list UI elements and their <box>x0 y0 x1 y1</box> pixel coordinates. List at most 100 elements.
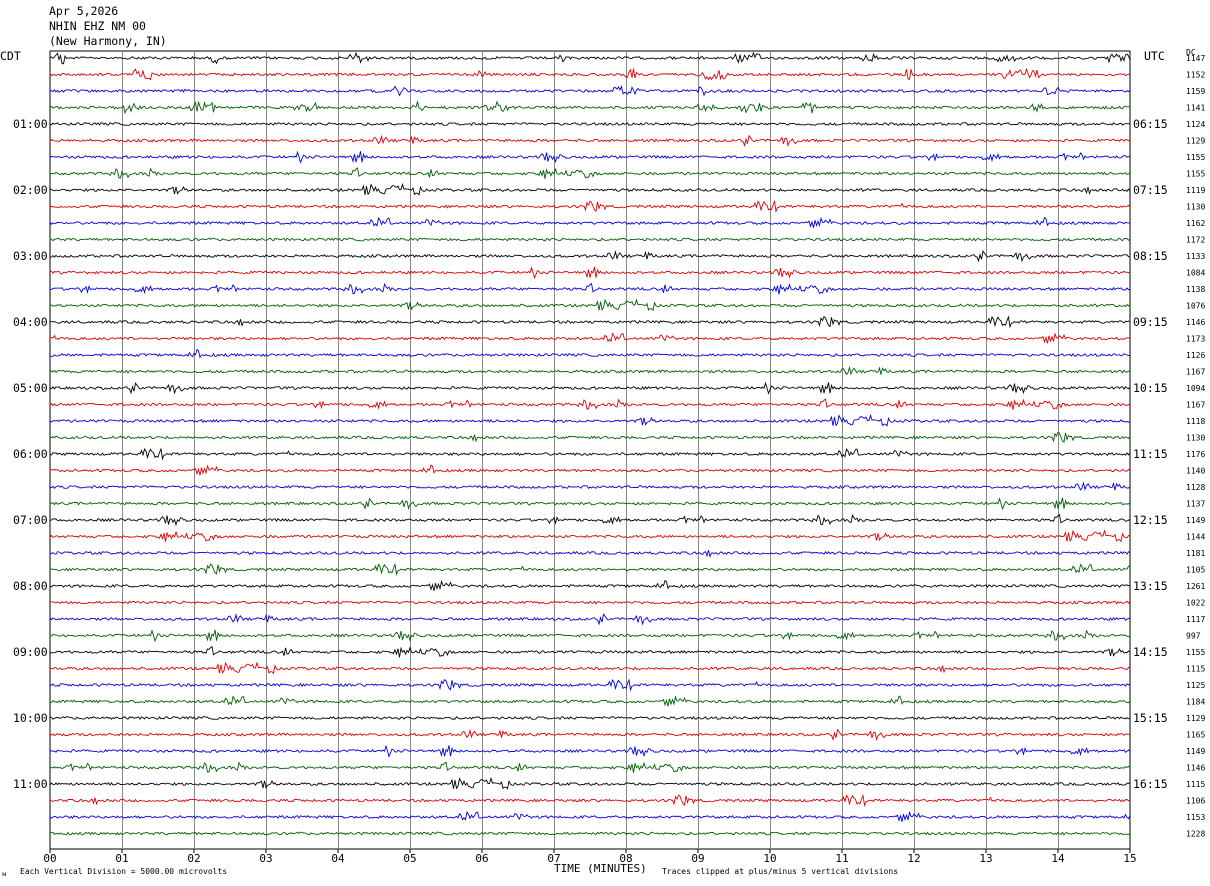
seismic-trace <box>49 613 1131 626</box>
dc-offset-value: 1155 <box>1186 153 1205 162</box>
left-hour-label: 06:00 <box>13 447 48 461</box>
left-hour-label: 05:00 <box>13 381 48 395</box>
seismic-trace <box>49 464 1131 476</box>
dc-offset-value: 1173 <box>1186 335 1205 344</box>
dc-offset-value: 1141 <box>1186 104 1205 113</box>
seismic-trace <box>49 413 1131 427</box>
x-axis-title: TIME (MINUTES) <box>554 862 647 875</box>
dc-offset-value: 1129 <box>1186 714 1205 723</box>
seismic-trace <box>49 199 1131 214</box>
seismic-trace <box>49 85 1131 97</box>
seismic-trace <box>49 51 1131 65</box>
x-tick-label: 01 <box>115 852 128 865</box>
seismic-trace <box>49 237 1131 242</box>
left-hour-label: 04:00 <box>13 315 48 329</box>
seismic-trace <box>49 134 1131 148</box>
x-tick-label: 00 <box>43 852 56 865</box>
seismic-trace <box>49 810 1131 822</box>
right-hour-label: 11:15 <box>1133 447 1168 461</box>
dc-offset-value: 1133 <box>1186 252 1205 261</box>
scale-note: Each Vertical Division = 5000.00 microvo… <box>20 867 228 876</box>
dc-offset-value: 1155 <box>1186 170 1205 179</box>
seismic-trace <box>49 645 1131 658</box>
seismic-trace <box>49 332 1131 344</box>
dc-offset-value: 1228 <box>1186 830 1205 839</box>
seismic-trace <box>49 744 1131 758</box>
x-tick-label: 03 <box>259 852 272 865</box>
left-hour-label: 11:00 <box>13 777 48 791</box>
dc-offset-value: 1159 <box>1186 87 1205 96</box>
right-hour-label: 08:15 <box>1133 249 1168 263</box>
plot-frame <box>49 50 1131 850</box>
dc-offset-value: 1119 <box>1186 186 1205 195</box>
left-hour-label: 01:00 <box>13 117 48 131</box>
right-hour-label: 07:15 <box>1133 183 1168 197</box>
dc-offset-value: 1162 <box>1186 219 1205 228</box>
right-hour-label: 14:15 <box>1133 645 1168 659</box>
right-hour-label: 15:15 <box>1133 711 1168 725</box>
seismic-trace <box>49 776 1131 790</box>
seismic-trace <box>49 513 1131 527</box>
seismic-trace <box>49 600 1131 605</box>
x-tick-label: 13 <box>979 852 992 865</box>
dc-offset-value: 1149 <box>1186 747 1205 756</box>
seismic-trace <box>49 216 1130 228</box>
seismic-trace <box>49 481 1131 491</box>
seismic-trace <box>49 100 1131 115</box>
seismic-trace <box>49 250 1130 263</box>
seismic-trace <box>49 629 1131 643</box>
seismic-trace <box>49 282 1131 295</box>
x-tick-label: 06 <box>475 852 488 865</box>
x-tick-label: 02 <box>187 852 200 865</box>
seismic-trace <box>49 497 1131 511</box>
dc-offset-value: 1149 <box>1186 516 1205 525</box>
x-tick-label: 08 <box>619 852 632 865</box>
dc-offset-value: 1118 <box>1186 417 1205 426</box>
clip-note: Traces clipped at plus/minus 5 vertical … <box>662 867 899 876</box>
seismic-trace <box>49 562 1131 577</box>
right-hour-label: 06:15 <box>1133 117 1168 131</box>
x-tick-label: 05 <box>403 852 416 865</box>
x-tick-label: 11 <box>835 852 848 865</box>
right-hour-label: 10:15 <box>1133 381 1168 395</box>
left-hour-label: 10:00 <box>13 711 48 725</box>
x-tick-label: 12 <box>907 852 920 865</box>
dc-offset-value: 1146 <box>1186 764 1205 773</box>
plot-date: Apr 5,2026 <box>49 4 119 18</box>
dc-offset-value: 1147 <box>1186 54 1205 63</box>
seismic-trace <box>49 529 1131 543</box>
left-hour-label: 07:00 <box>13 513 48 527</box>
left-timezone-label: CDT <box>0 49 21 63</box>
x-tick-label: 15 <box>1123 852 1136 865</box>
dc-offset-value: 1172 <box>1186 236 1205 245</box>
seismic-trace <box>49 793 1131 808</box>
dc-offset-value: 1184 <box>1186 698 1205 707</box>
dc-offset-value: 1094 <box>1186 384 1205 393</box>
dc-offset-value: 1137 <box>1186 500 1205 509</box>
seismic-trace <box>49 381 1131 395</box>
seismic-trace <box>49 716 1131 721</box>
x-tick-label: 10 <box>763 852 776 865</box>
dc-offset-value: 997 <box>1186 632 1201 641</box>
dc-offset-value: 1152 <box>1186 71 1205 80</box>
dc-offset-value: 1084 <box>1186 269 1205 278</box>
seismic-trace <box>49 315 1131 329</box>
seismic-trace <box>49 661 1131 675</box>
seismic-trace <box>49 761 1131 773</box>
seismic-trace <box>49 447 1131 461</box>
seismic-trace <box>49 550 1131 558</box>
dc-offset-value: 1167 <box>1186 401 1205 410</box>
seismic-trace <box>49 728 1131 742</box>
dc-offset-value: 1144 <box>1186 533 1205 542</box>
dc-offset-value: 1181 <box>1186 549 1205 558</box>
dc-offset-value: 1165 <box>1186 731 1205 740</box>
corner-mark: ᴍ <box>2 870 7 878</box>
dc-offset-value: 1126 <box>1186 351 1205 360</box>
dc-offset-value: 1153 <box>1186 813 1205 822</box>
x-tick-label: 09 <box>691 852 704 865</box>
dc-offset-value: 1124 <box>1186 120 1205 129</box>
dc-offset-value: 1022 <box>1186 599 1205 608</box>
dc-offset-value: 1176 <box>1186 450 1205 459</box>
left-hour-label: 03:00 <box>13 249 48 263</box>
seismic-trace <box>49 67 1131 81</box>
